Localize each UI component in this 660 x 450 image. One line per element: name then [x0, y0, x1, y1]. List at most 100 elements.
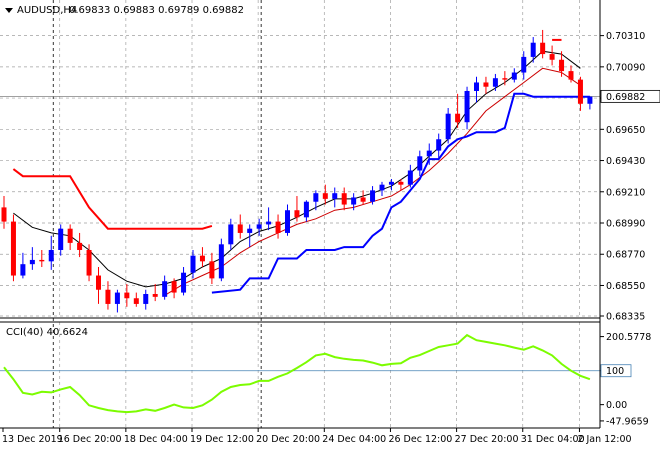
- candle-body: [124, 292, 130, 299]
- time-label: 26 Dec 12:00: [388, 434, 452, 445]
- price-label: 0.68770: [606, 250, 645, 261]
- cci-label: 0.00: [606, 400, 627, 411]
- candle-body: [549, 54, 555, 60]
- candle-body: [143, 293, 149, 304]
- candle-body: [360, 197, 366, 202]
- candle-body: [256, 224, 262, 229]
- candle-body: [218, 244, 224, 279]
- candle-body: [568, 71, 574, 80]
- cci-line: [3, 333, 591, 414]
- candle-body: [341, 193, 347, 205]
- candle-body: [483, 82, 489, 87]
- current-price-label: 0.69882: [606, 92, 645, 103]
- candle-body: [105, 289, 111, 304]
- price-label: 0.68990: [606, 219, 645, 230]
- candle-body: [445, 113, 451, 140]
- candle-body: [587, 96, 593, 104]
- candle-body: [303, 201, 309, 218]
- time-label: 24 Dec 04:00: [322, 434, 386, 445]
- candle-body: [48, 249, 54, 262]
- price-label: 0.69650: [606, 125, 645, 136]
- candle-body: [313, 193, 319, 202]
- candle-body: [502, 78, 508, 80]
- candle-body: [162, 281, 168, 297]
- candle-body: [379, 184, 385, 191]
- candle-body: [407, 170, 413, 185]
- candle-body: [20, 264, 26, 276]
- time-label: 27 Dec 20:00: [455, 434, 519, 445]
- candle-body: [237, 224, 243, 233]
- candle-body: [464, 90, 470, 123]
- candle-body: [209, 261, 215, 279]
- candle-body: [228, 224, 234, 245]
- candle-body: [370, 190, 376, 202]
- candle-body: [190, 255, 196, 273]
- symbol-title: AUDUSD,H4: [17, 5, 77, 16]
- candle-body: [10, 221, 16, 276]
- time-label: 19 Dec 12:00: [190, 434, 254, 445]
- price-label: 0.70090: [606, 62, 645, 73]
- time-label: 18 Dec 04:00: [124, 434, 188, 445]
- candle-body: [29, 259, 35, 265]
- candle-body: [540, 42, 546, 55]
- cci-label: -47.9659: [606, 416, 649, 427]
- candle-body: [474, 82, 479, 91]
- candle-body: [577, 79, 583, 104]
- candles: [1, 29, 593, 313]
- candle-body: [559, 59, 565, 72]
- time-label: 16 Dec 20:00: [58, 434, 122, 445]
- time-label: 20 Dec 20:00: [256, 434, 320, 445]
- candle-body: [77, 242, 83, 250]
- time-label: 13 Dec 2019: [2, 434, 63, 445]
- candle-body: [436, 139, 442, 151]
- current-price-box: [600, 89, 660, 103]
- price-label: 0.70310: [606, 31, 645, 42]
- cci-title: CCI(40) 40.6624: [6, 327, 88, 338]
- candle-body: [294, 210, 300, 218]
- candle-body: [1, 207, 7, 222]
- candle-body: [266, 221, 272, 225]
- candle-body: [275, 221, 281, 233]
- price-label: 0.68550: [606, 281, 645, 292]
- price-label: 0.69430: [606, 156, 645, 167]
- candle-body: [521, 56, 527, 73]
- candle-body: [417, 156, 423, 171]
- candle-body: [285, 210, 290, 233]
- candle-body: [39, 259, 45, 262]
- axes: 0.703100.700900.698700.696500.694300.692…: [2, 31, 660, 445]
- candle-body: [58, 228, 64, 250]
- candle-body: [492, 78, 498, 87]
- candle-body: [152, 293, 158, 297]
- time-label: 2 Jan 12:00: [577, 434, 631, 445]
- candle-body: [171, 281, 177, 293]
- candle-body: [511, 72, 517, 80]
- candle-body: [114, 292, 120, 304]
- upper-channel-line: [12, 168, 213, 230]
- candle-body: [133, 298, 139, 304]
- candle-body: [351, 197, 357, 205]
- candle-body: [199, 255, 205, 262]
- cci-level-box: [600, 364, 632, 378]
- triangle-down-icon[interactable]: [5, 8, 13, 13]
- candle-body: [181, 272, 187, 293]
- ohlc-readout: 0.69833 0.69883 0.69789 0.69882: [69, 5, 244, 16]
- cci-series: [0, 333, 600, 414]
- candle-body: [426, 150, 432, 157]
- candle-body: [455, 113, 461, 123]
- candle-body: [67, 228, 73, 243]
- candle-body: [96, 275, 101, 290]
- price-label: 0.69210: [606, 187, 645, 198]
- price-label: 0.68335: [606, 312, 645, 323]
- cci-label: 100: [606, 366, 624, 377]
- candle-body: [332, 193, 338, 199]
- time-label: 31 Dec 04:00: [521, 434, 585, 445]
- candle-body: [322, 193, 328, 199]
- candle-body: [247, 228, 253, 233]
- candle-body: [388, 181, 394, 185]
- candle-body: [398, 181, 404, 185]
- candle-body: [530, 42, 536, 57]
- cci-label: 200.5778: [606, 332, 651, 343]
- indicator-panel[interactable]: [0, 322, 600, 428]
- main-panel[interactable]: [0, 0, 600, 318]
